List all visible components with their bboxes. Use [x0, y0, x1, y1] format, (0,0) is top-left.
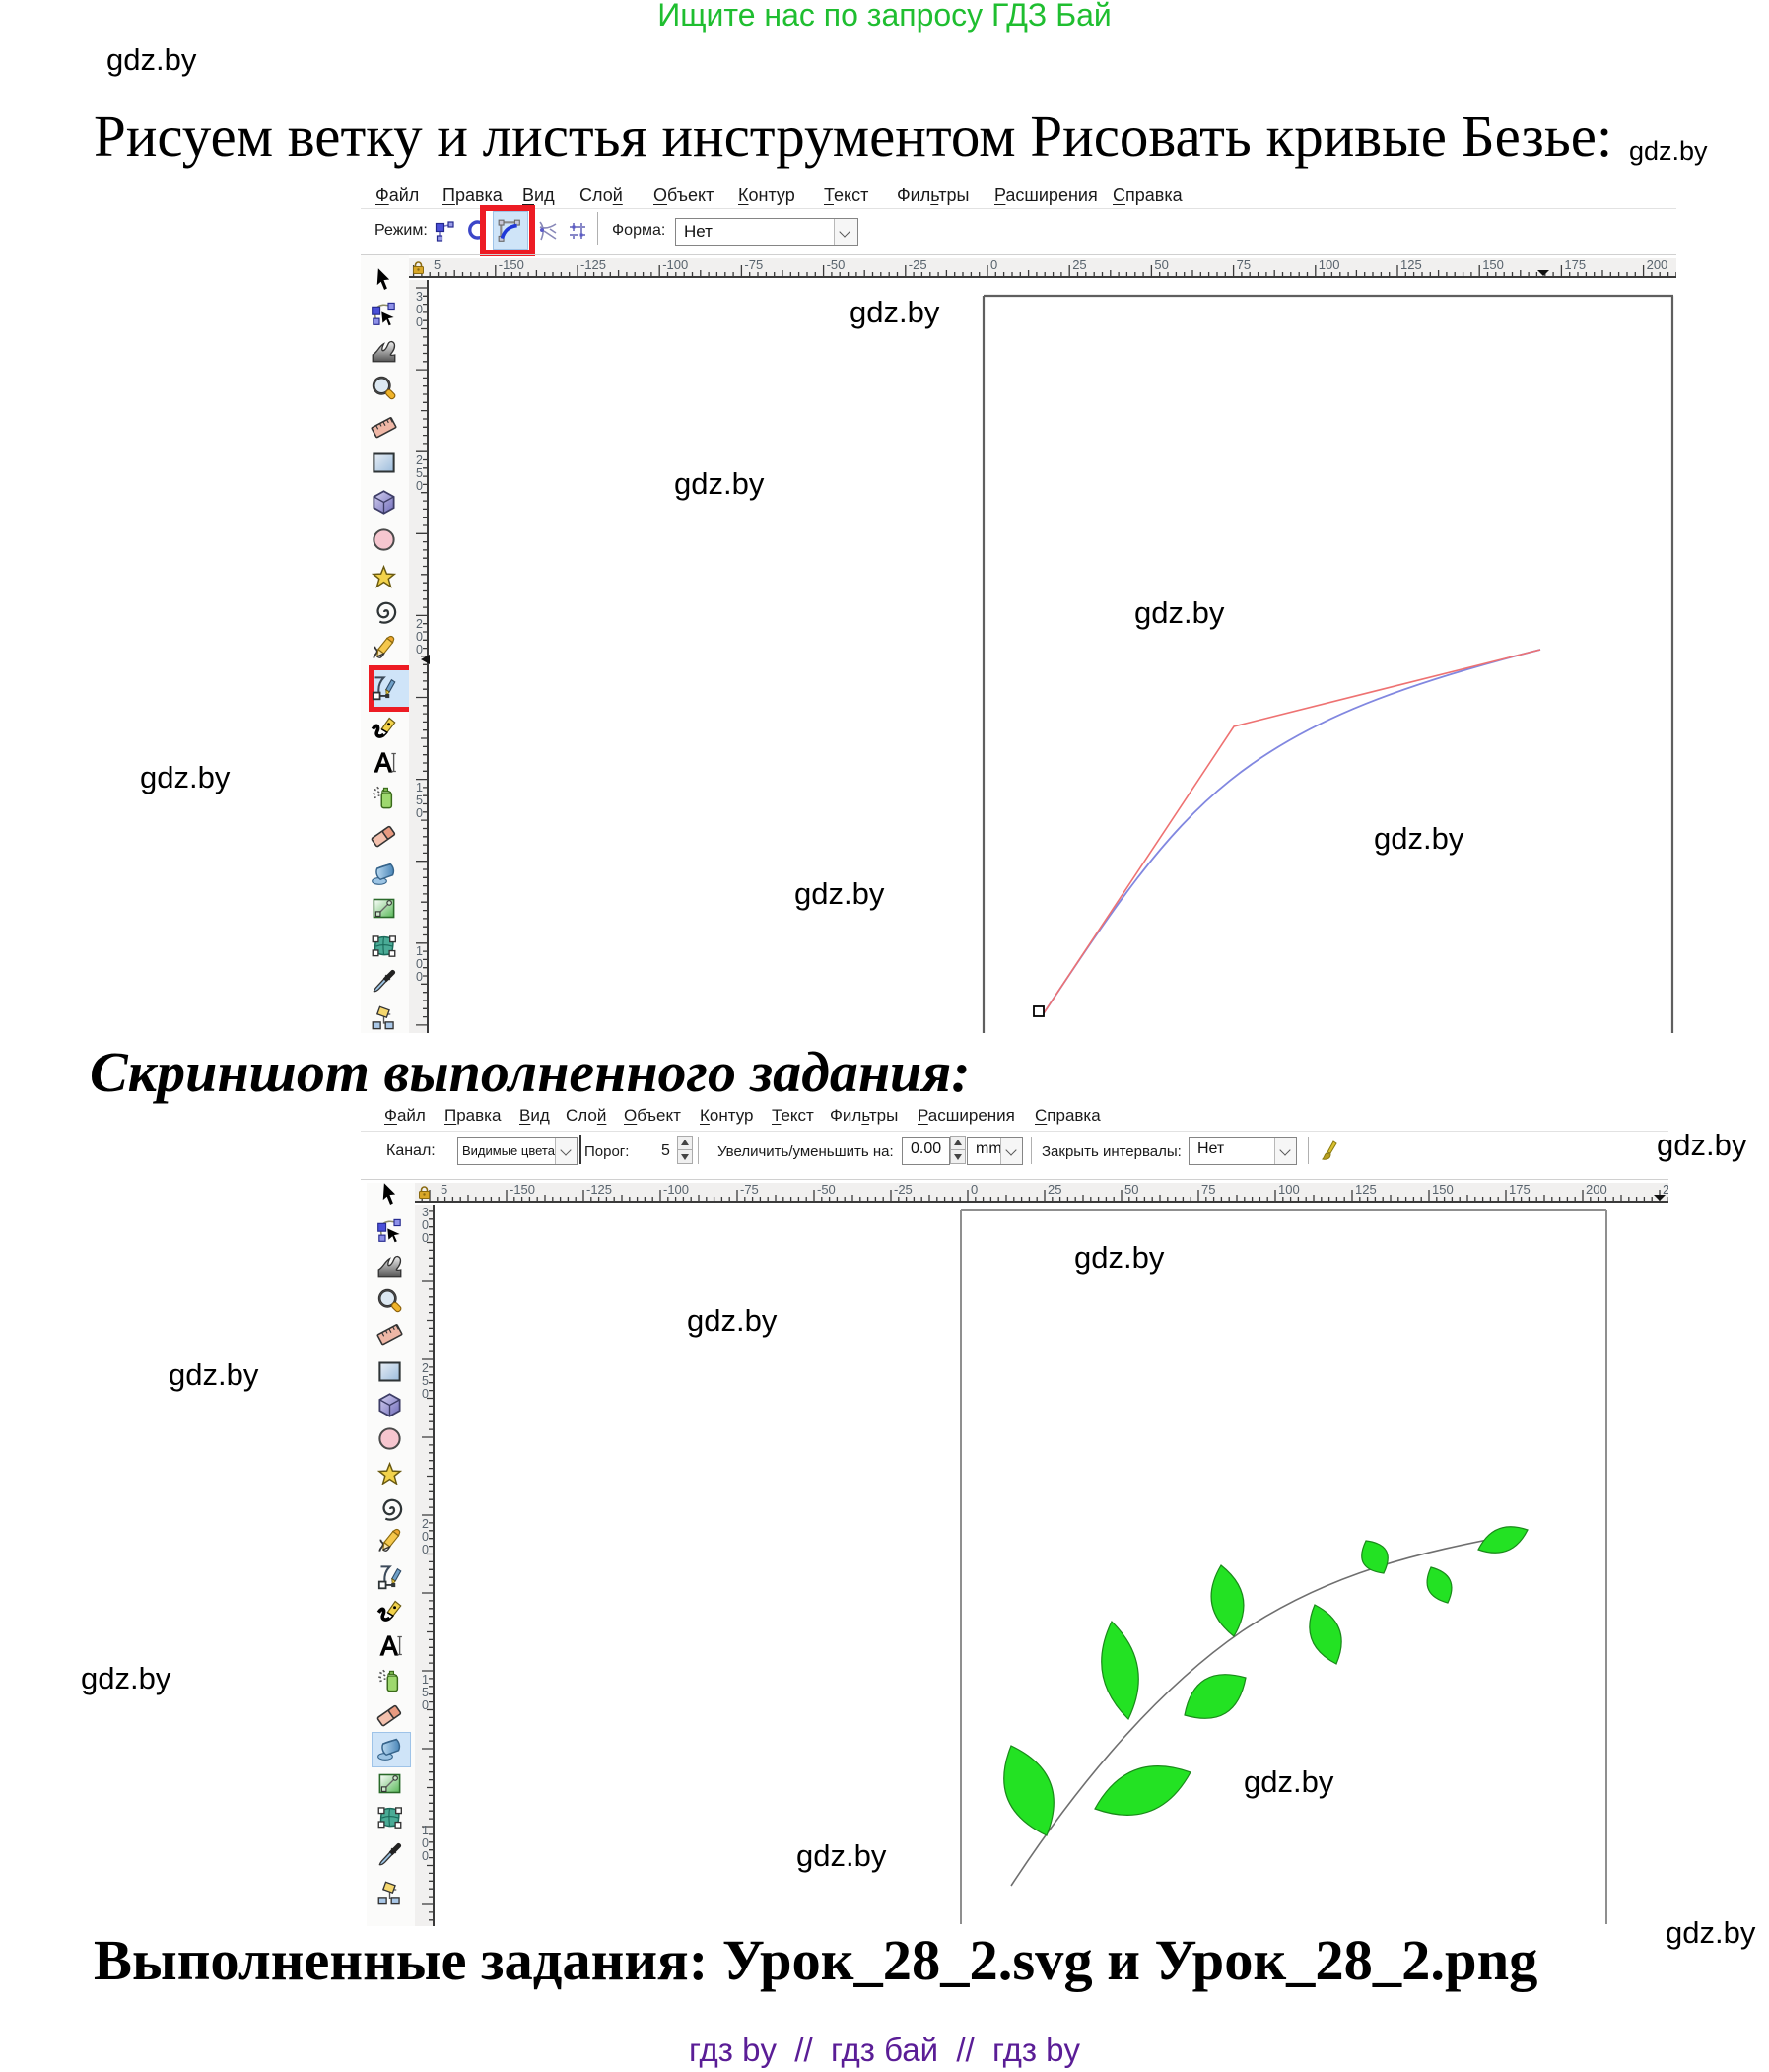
svg-text:-125: -125: [586, 1183, 612, 1197]
svg-text:3: 3: [416, 290, 423, 304]
svg-text:0: 0: [416, 643, 423, 656]
svg-text:2: 2: [422, 1517, 429, 1531]
svg-text:3: 3: [422, 1206, 429, 1219]
svg-text:25: 25: [1048, 1183, 1061, 1197]
svg-text:-125: -125: [580, 258, 606, 272]
svg-text:150: 150: [1432, 1183, 1454, 1197]
svg-text:1: 1: [416, 781, 423, 794]
svg-text:5: 5: [422, 1686, 429, 1699]
svg-text:2: 2: [416, 453, 423, 467]
svg-text:1: 1: [422, 1824, 429, 1837]
svg-text:0: 0: [416, 970, 423, 984]
svg-text:0: 0: [971, 1183, 978, 1197]
svg-text:0: 0: [990, 258, 997, 272]
svg-text:200: 200: [1647, 258, 1668, 272]
svg-text:125: 125: [1400, 258, 1422, 272]
svg-text:100: 100: [1278, 1183, 1300, 1197]
svg-text:5: 5: [422, 1374, 429, 1388]
svg-text:5: 5: [441, 1183, 447, 1197]
svg-text:0: 0: [422, 1218, 429, 1232]
svg-text:0: 0: [416, 957, 423, 971]
svg-text:0: 0: [422, 1836, 429, 1850]
svg-text:0: 0: [422, 1530, 429, 1544]
svg-text:0: 0: [416, 630, 423, 644]
svg-text:0: 0: [422, 1698, 429, 1712]
svg-text:100: 100: [1319, 258, 1340, 272]
svg-text:-150: -150: [499, 258, 524, 272]
svg-text:0: 0: [422, 1849, 429, 1863]
svg-text:1: 1: [422, 1673, 429, 1687]
svg-text:0: 0: [416, 315, 423, 329]
svg-text:0: 0: [416, 303, 423, 316]
svg-text:0: 0: [422, 1387, 429, 1401]
svg-text:75: 75: [1201, 1183, 1215, 1197]
svg-text:1: 1: [416, 944, 423, 958]
svg-text:-100: -100: [663, 1183, 689, 1197]
svg-text:5: 5: [434, 258, 441, 272]
svg-text:150: 150: [1482, 258, 1504, 272]
svg-text:-100: -100: [662, 258, 688, 272]
svg-text:5: 5: [416, 794, 423, 807]
svg-text:-25: -25: [909, 258, 927, 272]
svg-text:-75: -75: [740, 1183, 759, 1197]
svg-text:-50: -50: [827, 258, 846, 272]
svg-text:0: 0: [416, 479, 423, 493]
svg-text:-150: -150: [510, 1183, 535, 1197]
svg-text:-25: -25: [894, 1183, 913, 1197]
svg-text:0: 0: [416, 806, 423, 820]
svg-text:2: 2: [422, 1361, 429, 1375]
svg-text:175: 175: [1509, 1183, 1531, 1197]
svg-text:75: 75: [1237, 258, 1251, 272]
svg-text:0: 0: [422, 1231, 429, 1245]
svg-text:-75: -75: [744, 258, 763, 272]
svg-text:125: 125: [1355, 1183, 1377, 1197]
svg-text:225: 225: [1663, 1183, 1668, 1197]
svg-text:25: 25: [1072, 258, 1086, 272]
svg-text:50: 50: [1124, 1183, 1138, 1197]
svg-text:50: 50: [1154, 258, 1168, 272]
svg-text:0: 0: [422, 1543, 429, 1556]
svg-text:2: 2: [416, 617, 423, 631]
svg-text:-50: -50: [817, 1183, 836, 1197]
svg-text:200: 200: [1586, 1183, 1607, 1197]
svg-text:5: 5: [416, 466, 423, 480]
svg-text:175: 175: [1564, 258, 1586, 272]
